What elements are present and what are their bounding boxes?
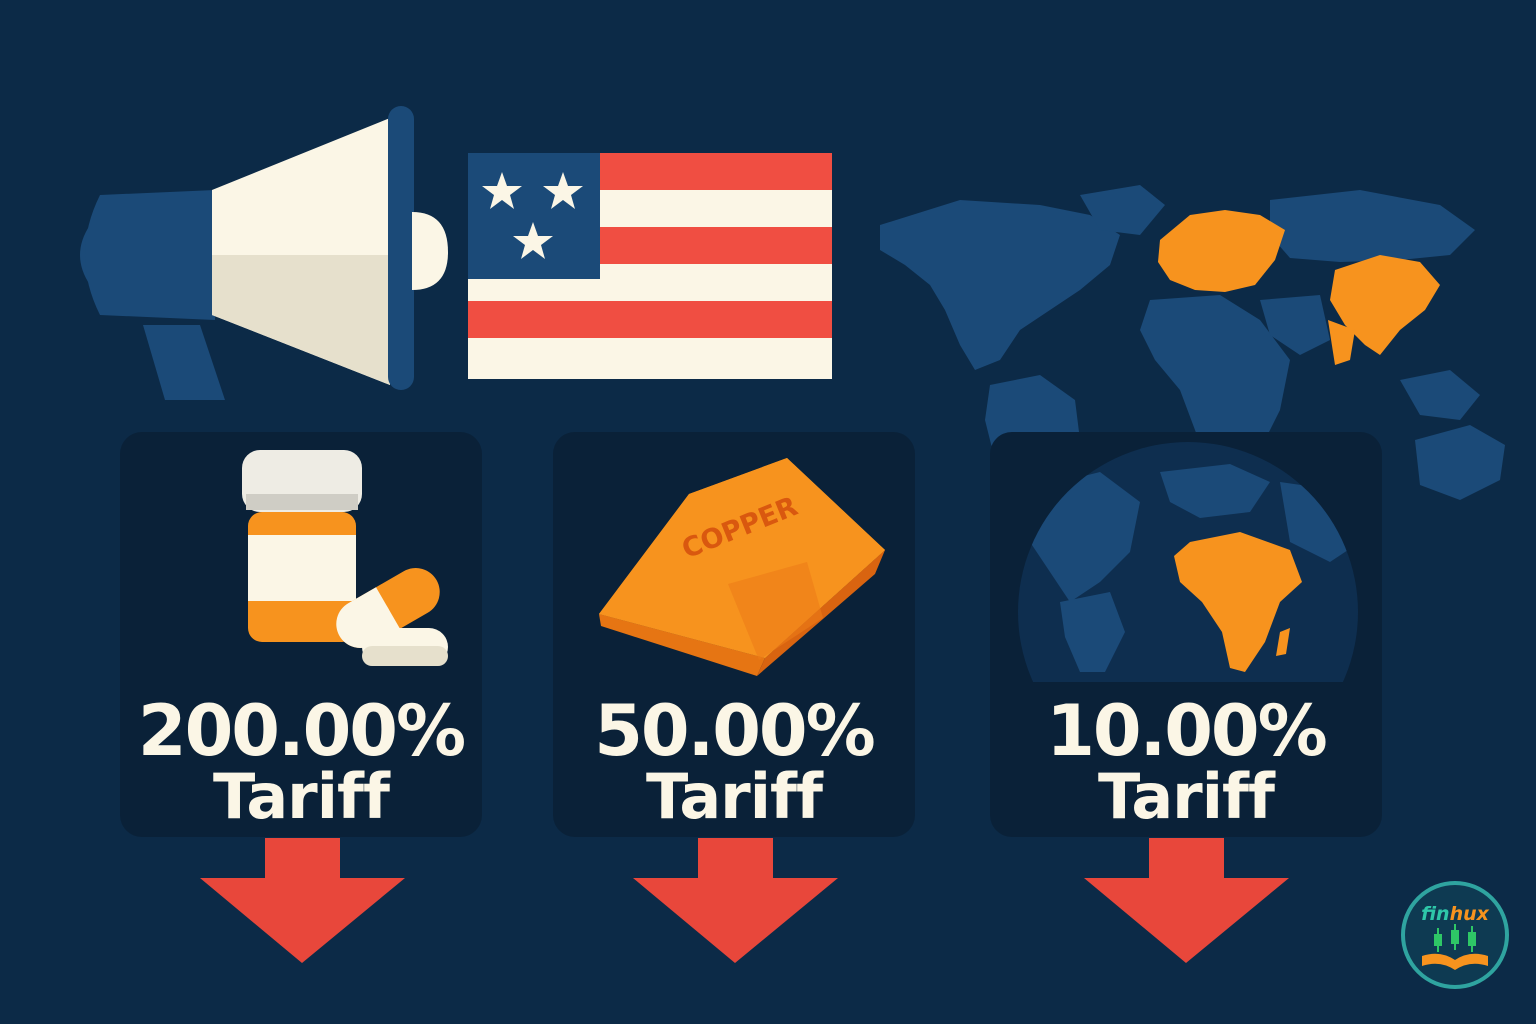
finhux-logo: finhux — [1401, 881, 1509, 989]
tariff-rate: 50.00% — [594, 690, 876, 772]
tariff-card-pharmaceuticals: 200.00% Tariff — [120, 432, 482, 837]
down-arrow-icon — [200, 838, 405, 963]
down-arrow-icon — [1084, 838, 1289, 963]
tariff-label: Tariff — [646, 760, 823, 833]
tariff-card-global: 10.00% Tariff — [990, 432, 1382, 837]
logo-text-hux: hux — [1450, 903, 1490, 925]
svg-text:finhux: finhux — [1421, 903, 1490, 925]
tariff-label: Tariff — [1098, 760, 1275, 833]
tariff-card-copper: COPPER 50.00% Tariff — [553, 432, 915, 837]
medicine-bottle-icon — [242, 450, 448, 666]
copper-bar-icon: COPPER — [599, 458, 885, 676]
tariff-rate: 10.00% — [1046, 690, 1328, 772]
globe-africa-icon — [1018, 442, 1358, 682]
tariff-rate: 200.00% — [137, 690, 466, 772]
down-arrow-icon — [633, 838, 838, 963]
tariff-label: Tariff — [213, 760, 390, 833]
logo-text-fin: fin — [1421, 903, 1449, 925]
